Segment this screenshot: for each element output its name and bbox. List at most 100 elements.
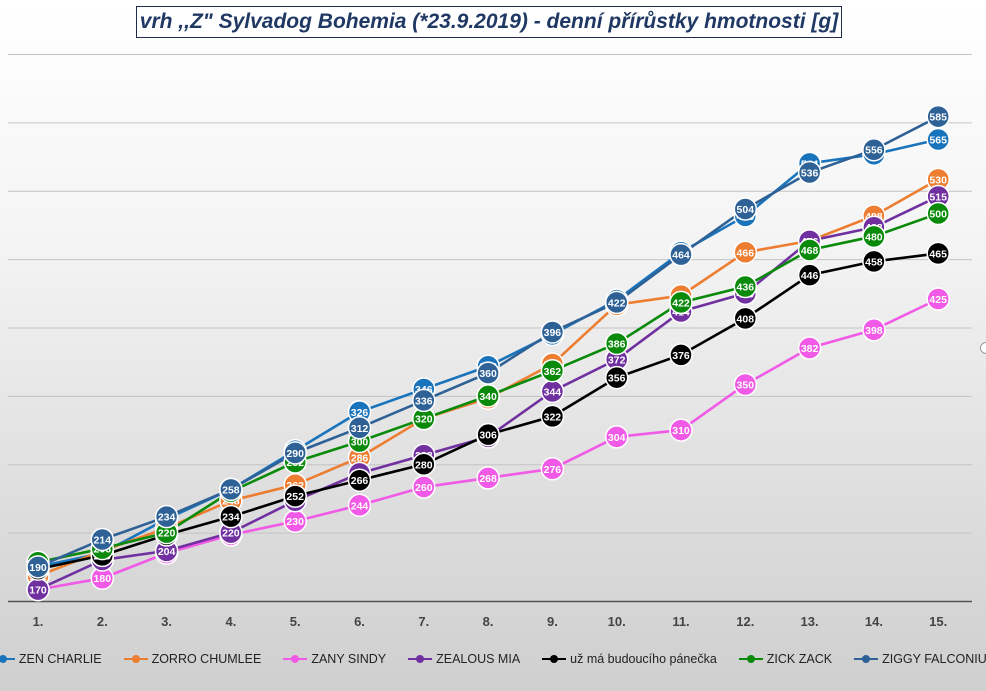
legend-swatch — [0, 654, 15, 664]
data-label: 422 — [672, 297, 690, 309]
data-point — [669, 343, 693, 367]
data-label: 446 — [801, 270, 819, 282]
data-label: 356 — [608, 373, 626, 385]
data-label: 234 — [222, 512, 240, 524]
series-points: 190 214 234 258 290 312 336 360 396 422 464 504 536 5… — [26, 104, 950, 579]
legend-item: ZORRO CHUMLEE — [123, 652, 261, 666]
data-point — [862, 318, 886, 342]
data-label: 326 — [351, 407, 369, 419]
data-point — [862, 249, 886, 274]
x-axis: 1. 2. 3. 4. 5. 6. 7. 8. 9. 10. 11. 12. 13. 14. 15. — [8, 600, 972, 629]
data-point — [926, 241, 950, 266]
x-tick-label: 12. — [736, 614, 754, 629]
chart-title: vrh ,,Z" Sylvadog Bohemia (*23.9.2019) -… — [136, 6, 842, 38]
x-tick-label: 3. — [161, 614, 172, 629]
data-point — [669, 290, 693, 315]
data-label: 286 — [351, 452, 369, 464]
x-tick-label: 4. — [225, 614, 236, 629]
x-tick-label: 1. — [33, 614, 44, 629]
x-tick-label: 11. — [672, 614, 689, 629]
legend-label: už má budoucího pánečka — [570, 652, 717, 666]
data-label: 408 — [737, 313, 755, 325]
data-label: 422 — [608, 297, 626, 309]
x-tick-label: 15. — [929, 614, 947, 629]
data-point — [862, 224, 886, 249]
x-tick-label: 14. — [865, 614, 883, 629]
x-tick-label: 6. — [354, 614, 365, 629]
data-point — [733, 274, 758, 299]
data-label: 480 — [865, 231, 883, 243]
data-label: 436 — [737, 281, 755, 293]
data-point — [669, 242, 693, 267]
data-label: 252 — [286, 491, 304, 503]
data-label: 180 — [94, 573, 112, 585]
data-label: 500 — [929, 209, 947, 221]
legend-swatch — [738, 654, 763, 664]
data-point — [733, 240, 758, 265]
data-point — [604, 365, 629, 390]
data-label: 266 — [351, 475, 369, 487]
series-markers: 1902022322582923263463663944244664985445… — [26, 104, 950, 602]
data-label: 465 — [929, 248, 947, 260]
legend-item: už má budoucího pánečka — [542, 652, 717, 666]
data-label: 362 — [544, 366, 562, 378]
data-label: 230 — [286, 516, 304, 528]
data-point — [347, 416, 372, 440]
data-label: 344 — [544, 386, 562, 398]
x-tick-label: 7. — [418, 614, 429, 629]
data-point — [540, 320, 565, 344]
data-label: 280 — [415, 459, 433, 471]
data-label: 304 — [608, 432, 626, 444]
data-label: 350 — [737, 379, 755, 391]
data-point — [412, 452, 436, 476]
data-label: 306 — [479, 430, 497, 442]
data-point — [797, 160, 822, 185]
data-label: 382 — [801, 343, 819, 355]
legend-label: ZANY SINDY — [311, 652, 387, 666]
data-label: 556 — [865, 145, 883, 157]
data-label: 565 — [929, 134, 947, 146]
data-label: 268 — [479, 473, 497, 485]
data-label: 312 — [351, 423, 369, 435]
data-label: 260 — [415, 482, 433, 494]
legend-label: ZICK ZACK — [766, 652, 833, 666]
data-point — [283, 484, 307, 508]
legend-item: ZEALOUS MIA — [408, 652, 520, 666]
data-point — [412, 475, 436, 499]
data-label: 340 — [479, 391, 497, 403]
data-label: 234 — [158, 512, 176, 524]
data-label: 336 — [415, 395, 433, 407]
data-label: 458 — [865, 256, 883, 268]
data-label: 466 — [737, 247, 755, 259]
data-point — [476, 384, 500, 408]
legend-label: ZIGGY FALCONIUS — [882, 652, 986, 666]
legend-swatch — [408, 654, 433, 664]
data-point — [540, 404, 565, 429]
data-point — [219, 477, 243, 502]
data-label: 214 — [94, 534, 112, 546]
legend-swatch — [123, 654, 148, 664]
data-label: 310 — [672, 425, 690, 437]
data-label: 300 — [351, 436, 369, 448]
data-point — [669, 418, 693, 442]
data-label: 376 — [672, 350, 690, 362]
x-tick-label: 2. — [97, 614, 108, 629]
data-point — [90, 527, 115, 552]
data-label: 320 — [415, 414, 433, 426]
data-point — [733, 197, 758, 221]
resize-handle[interactable] — [980, 342, 986, 354]
data-label: 398 — [865, 325, 883, 337]
data-label: 585 — [929, 112, 947, 124]
data-label: 322 — [544, 411, 562, 423]
data-point — [154, 504, 179, 529]
data-label: 244 — [351, 500, 369, 512]
data-point — [797, 238, 822, 262]
legend-item: ZEN CHARLIE — [0, 652, 102, 666]
x-tick-label: 10. — [608, 614, 626, 629]
data-label: 536 — [801, 168, 819, 180]
data-label: 190 — [29, 562, 47, 574]
data-label: 372 — [608, 354, 626, 366]
data-point — [797, 263, 822, 287]
legend-swatch — [854, 654, 879, 664]
data-point — [926, 201, 950, 226]
